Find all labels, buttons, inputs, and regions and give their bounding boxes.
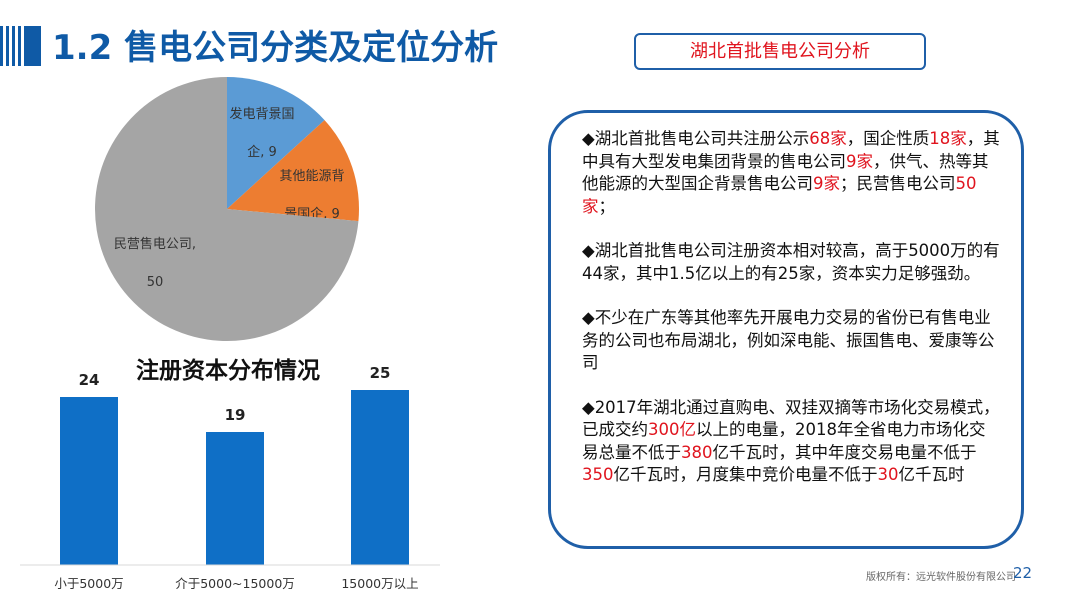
text-run: ，其中具有大型发电集团背景的售电公司 <box>582 129 1000 171</box>
text-run: 亿千瓦时 <box>898 465 965 484</box>
text-run: ； <box>598 196 616 216</box>
highlight-number: 18家 <box>929 129 967 148</box>
paragraph: ◆湖北首批售电公司注册资本相对较高，高于5000万的有44家，其中1.5亿以上的… <box>582 240 1000 285</box>
bar <box>206 432 264 565</box>
pie-slice <box>95 77 359 341</box>
section-header-box: 湖北首批售电公司分析 <box>634 33 926 70</box>
paragraph: ◆2017年湖北通过直购电、双挂双摘等市场化交易模式，已成交约300亿以上的电量… <box>582 397 1000 487</box>
text-panel <box>548 110 1024 549</box>
bar <box>60 397 118 565</box>
text-run: 亿千瓦时，其中年度交易电量不低于 <box>712 442 977 462</box>
highlight-number: 350 <box>582 465 614 484</box>
bar-category-label: 小于5000万 <box>54 576 123 591</box>
pie-label: 企, 9 <box>247 144 277 160</box>
highlight-number: 300亿 <box>648 420 696 439</box>
bar-value-label: 24 <box>79 371 100 389</box>
bar-value-label: 19 <box>225 406 246 424</box>
highlight-number: 380 <box>681 442 713 462</box>
text-run: 亿千瓦时，月度集中竞价电量不低于 <box>613 465 878 484</box>
text-run: ◆湖北首批售电公司共注册公示 <box>582 129 810 148</box>
text-run: ；民营售电公司 <box>840 174 956 193</box>
highlight-number: 9家 <box>846 151 873 171</box>
pie-label: 其他能源背 <box>279 169 344 184</box>
highlight-number: 50家 <box>582 174 977 216</box>
copyright: 版权所有：远光软件股份有限公司 <box>866 572 1016 583</box>
text-run: 以上的电量，2018年全省电力市场化交易总量不低于 <box>582 420 986 462</box>
paragraph: ◆不少在广东等其他率先开展电力交易的省份已有售电业务的公司也布局湖北，例如深电能… <box>582 307 1000 375</box>
pie-slice <box>227 120 359 222</box>
bar-value-label: 25 <box>370 364 391 382</box>
bar <box>351 390 409 565</box>
page-title: 1.2 售电公司分类及定位分析 <box>52 28 499 68</box>
text-run: ◆湖北首批售电公司注册资本相对较高，高于5000万的有44家，其中1.5亿以上的… <box>582 241 1000 283</box>
text-run: ，供气、热等其他能源的大型国企背景售电公司 <box>582 151 989 194</box>
pie-label: 50 <box>147 275 164 290</box>
text-run: ，国企性质 <box>846 129 930 148</box>
highlight-number: 68家 <box>809 129 847 148</box>
pie-label: 民营售电公司, <box>114 236 196 252</box>
text-run: ◆不少在广东等其他率先开展电力交易的省份已有售电业务的公司也布局湖北，例如深电能… <box>582 308 995 372</box>
paragraph: ◆湖北首批售电公司共注册公示68家，国企性质18家，其中具有大型发电集团背景的售… <box>582 128 1000 218</box>
analysis-text: ◆湖北首批售电公司共注册公示68家，国企性质18家，其中具有大型发电集团背景的售… <box>582 128 1000 509</box>
page-number: 22 <box>1013 564 1033 582</box>
text-run: ◆2017年湖北通过直购电、双挂双摘等市场化交易模式，已成交约 <box>582 397 1000 440</box>
highlight-number: 9家 <box>813 174 840 193</box>
highlight-number: 30 <box>877 465 899 484</box>
pie-slice <box>227 77 325 209</box>
bar-category-label: 介于5000~15000万 <box>175 576 295 591</box>
pie-label: 发电背景国 <box>229 106 294 122</box>
bar-chart-title: 注册资本分布情况 <box>136 357 320 384</box>
bar-category-label: 15000万以上 <box>341 576 418 591</box>
